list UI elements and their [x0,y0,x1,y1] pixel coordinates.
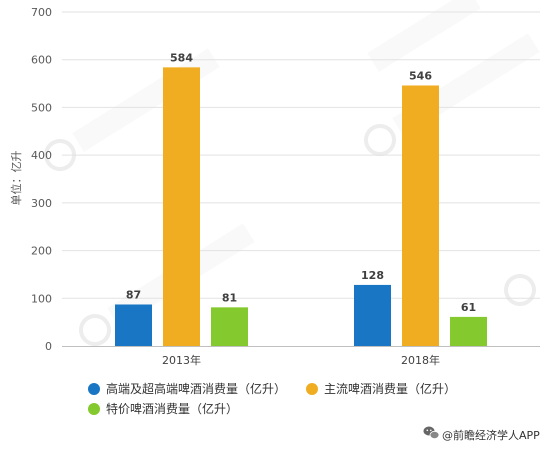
data-label: 546 [409,69,432,82]
bar [211,307,248,346]
bar [354,284,391,346]
x-tick-label: 2018年 [401,353,440,367]
bar [450,316,487,346]
legend-swatch [88,403,100,415]
legend-item: 主流啤酒消费量（亿升） [306,381,456,396]
legend-item: 高端及超高端啤酒消费量（亿升） [88,381,286,396]
bar [115,304,152,346]
bar [402,85,439,346]
data-labels: 87 584 81 128 546 61 [126,51,476,314]
data-label: 81 [222,291,237,304]
data-label: 87 [126,288,141,301]
data-label: 128 [361,269,384,282]
y-tick-label: 700 [31,6,52,19]
data-label: 61 [461,301,476,314]
watermark-logo [44,0,540,346]
bar [163,67,200,346]
bars [115,67,487,346]
wechat-icon [423,426,440,440]
legend-label: 主流啤酒消费量（亿升） [324,381,456,396]
x-axis-ticks: 2013年 2018年 [162,353,440,367]
grid [62,11,540,299]
data-label: 584 [170,51,193,64]
legend-label: 高端及超高端啤酒消费量（亿升） [106,381,286,396]
y-tick-label: 500 [31,101,52,114]
legend-swatch [306,383,318,395]
source-footer: @前瞻经济学人APP [423,426,540,442]
y-tick-label: 400 [31,149,52,162]
legend-item: 特价啤酒消费量（亿升） [88,401,238,416]
y-tick-label: 100 [31,292,52,305]
legend-label: 特价啤酒消费量（亿升） [106,401,238,416]
y-axis-title: 单位：亿升 [9,151,23,206]
legend: 高端及超高端啤酒消费量（亿升） 主流啤酒消费量（亿升） 特价啤酒消费量（亿升） [88,381,456,416]
legend-swatch [88,383,100,395]
x-tick-label: 2013年 [162,353,201,367]
y-tick-label: 600 [31,54,52,67]
y-tick-label: 300 [31,197,52,210]
y-tick-label: 200 [31,245,52,258]
y-axis-ticks: 0 100 200 300 400 500 600 700 [31,6,52,353]
y-tick-label: 0 [45,340,52,353]
source-text: @前瞻经济学人APP [442,428,540,442]
